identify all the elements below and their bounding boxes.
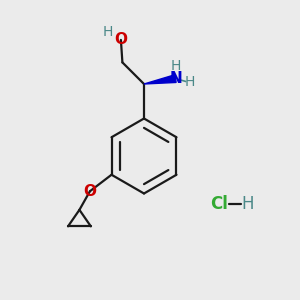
Text: O: O xyxy=(83,184,96,199)
Text: N: N xyxy=(170,70,182,86)
Text: Cl: Cl xyxy=(210,195,228,213)
Text: O: O xyxy=(114,32,128,47)
Text: H: H xyxy=(185,75,195,89)
Polygon shape xyxy=(144,75,176,84)
Text: H: H xyxy=(170,59,181,73)
Text: H: H xyxy=(241,195,254,213)
Text: H: H xyxy=(103,25,113,38)
